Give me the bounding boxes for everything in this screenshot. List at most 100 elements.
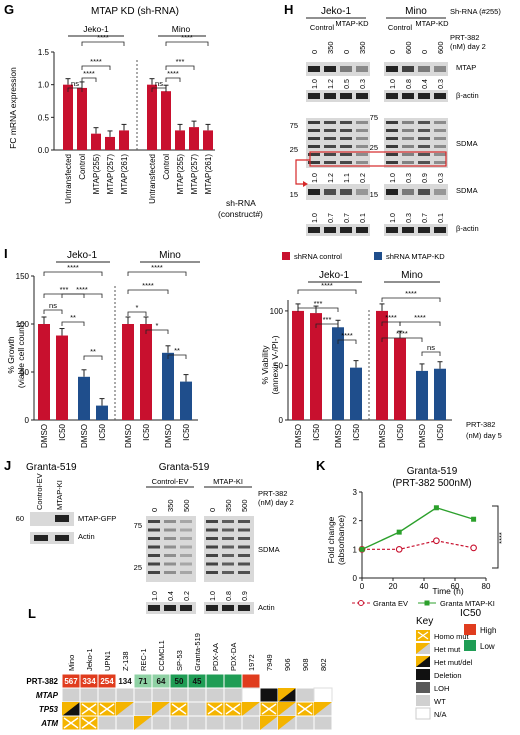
panel-l-cell-line: CCMCL1 — [157, 640, 166, 671]
panel-g-title: MTAP KD (sh-RNA) — [91, 6, 179, 17]
panel-i-right-bar — [332, 327, 344, 420]
panel-h-band — [308, 189, 320, 195]
panel-j-band — [206, 554, 218, 557]
panel-g-side-label-1: sh-RNA — [226, 198, 256, 208]
panel-g-sig-label: **** — [167, 69, 179, 78]
panel-l-key-swatch — [416, 695, 430, 706]
panel-h-band — [356, 189, 368, 195]
panel-i-left-xlabel: DMSO — [80, 424, 89, 448]
panel-i-right-bar — [416, 370, 428, 420]
panel-l-atm-cell — [169, 715, 189, 731]
panel-j-dose: 350 — [224, 499, 233, 512]
panel-l-tp53-cell-mark — [261, 703, 277, 715]
panel-l: L Mino Jeko-1 UPN1 Z-138 REC-1 CCMCL1 SP-53 Gra… — [26, 606, 496, 731]
panel-l-key-label: WT — [434, 697, 446, 706]
panel-h-band — [434, 153, 446, 156]
panel-j-dose: 0 — [150, 508, 159, 512]
panel-h-band — [324, 137, 336, 140]
panel-l-atm-cell — [205, 715, 225, 731]
panel-i-significance: *******ns*******************************… — [43, 263, 441, 360]
panel-l-ic50-key: High Low — [464, 624, 496, 651]
panel-h-band — [324, 153, 336, 156]
panel-l-cell-line: Z-138 — [121, 651, 130, 671]
panel-l-atm-cell-mark — [278, 716, 296, 730]
panel-h-dose: 0 — [342, 50, 351, 54]
panel-h-mw-75b: 75 — [370, 113, 378, 122]
panel-l-ic50-cell — [241, 673, 261, 689]
panel-h-quant: 1.0 1.2 0.5 0.3 1.0 0.8 0.4 0.3 1.0 1.2 1.1 0.2 1.0 0… — [312, 79, 445, 223]
panel-h-band — [434, 129, 446, 132]
panel-g-xlabel: MTAP(255) — [92, 154, 101, 195]
panel-i-sig-label: **** — [414, 313, 426, 322]
panel-k-legend-ev: Granta EV — [373, 599, 408, 608]
panel-l-atm-cell — [313, 715, 333, 731]
panel-i-sig-label: ** — [70, 313, 76, 322]
panel-g-ylabel: FC mRNA expression — [8, 67, 18, 149]
panel-i-sig-label: **** — [385, 313, 397, 322]
panel-l-tp53-cell-mark — [116, 702, 134, 716]
panel-i-sig-bracket — [399, 321, 441, 326]
panel-j-band — [164, 528, 176, 532]
panel-i-left-ylabel-1: % Growth — [6, 336, 16, 374]
panel-l-tp53-cell-mark — [207, 703, 223, 715]
panel-l-ic50-value: 64 — [157, 677, 166, 686]
panel-k-lines — [358, 505, 477, 553]
panel-k-ytick-label: 0 — [353, 574, 358, 583]
panel-h-band — [340, 189, 352, 195]
panel-k-line-ki — [361, 507, 474, 550]
panel-h-quant-value: 1.0 — [390, 213, 397, 223]
panel-j-cell: Granta-519 — [159, 462, 210, 473]
panel-h-band — [402, 121, 414, 124]
panel-j-actin-band — [148, 605, 160, 611]
panel-i-side-2: (nM) day 5 — [466, 431, 502, 440]
panel-j-dose: 0 — [208, 508, 217, 512]
panel-k-point-ev — [395, 545, 403, 553]
panel-i-sig-bracket — [83, 355, 103, 360]
panel-h-group-jeko: Jeko-1 — [321, 6, 351, 17]
panel-h-band — [418, 66, 430, 72]
panel-h-band — [402, 153, 414, 156]
panel-l-row-labels: PRT-382 MTAP TP53 ATM — [26, 677, 58, 728]
panel-j-band — [206, 571, 218, 574]
panel-g-sig-label: **** — [83, 69, 95, 78]
panel-i-sig-label: *** — [323, 315, 332, 324]
panel-k-legend-ki: Granta MTAP-KI — [440, 599, 495, 608]
panel-h-band — [418, 161, 430, 164]
panel-h-band — [402, 137, 414, 140]
panel-h-band — [308, 121, 320, 124]
panel-i-right-xlabel: IC50 — [396, 423, 405, 440]
panel-l-mtap-cell — [313, 687, 333, 703]
panel-l-cell-line: 1972 — [247, 654, 256, 671]
panel-g-bar — [147, 84, 157, 150]
panel-h-band — [434, 66, 446, 72]
panel-h-quant-value: 0.1 — [438, 213, 445, 223]
panel-h-band — [386, 121, 398, 124]
panel-h-quant-value: 0.4 — [422, 79, 429, 89]
panel-l-cell-line: 7949 — [265, 654, 274, 671]
panel-i-sig-bracket — [421, 351, 441, 356]
panel-j-letter: J — [4, 458, 11, 473]
panel-l-mtap-cell — [259, 687, 279, 703]
panel-j-mw-small: 60 — [16, 514, 24, 523]
panel-i-right-bar — [292, 310, 304, 420]
panel-g-sig-label: *** — [176, 57, 185, 66]
panel-i-left-ytick-label: 100 — [16, 320, 30, 329]
panel-i-group-jeko: Jeko-1 — [67, 250, 97, 261]
panel-j-mw-75: 75 — [134, 521, 142, 530]
panel-k-legend-marker-ev — [358, 600, 364, 606]
panel-g-bar — [105, 136, 115, 150]
panel-h-dose: 350 — [358, 41, 367, 54]
panel-g-group-mino: Mino — [172, 24, 191, 34]
panel-g: G MTAP KD (sh-RNA) Jeko-1 Mino FC mRNA e… — [4, 2, 263, 219]
panel-i-right-bar — [394, 338, 406, 420]
panel-l-ic50-value: 50 — [175, 677, 184, 686]
panel-g-sig-bracket — [81, 41, 125, 46]
panel-i-left-ytick-label: 150 — [16, 272, 30, 281]
panel-l-tp53-cell-mark — [81, 703, 97, 715]
panel-j-band — [238, 545, 250, 549]
panel-i-legend-swatch-kd — [374, 252, 382, 260]
panel-l-row-label: ATM — [40, 719, 58, 728]
panel-h-cond-mino-control: Control — [388, 23, 413, 32]
panel-j-small-band — [34, 535, 48, 541]
panel-l-tp53-cell-mark — [171, 703, 187, 715]
